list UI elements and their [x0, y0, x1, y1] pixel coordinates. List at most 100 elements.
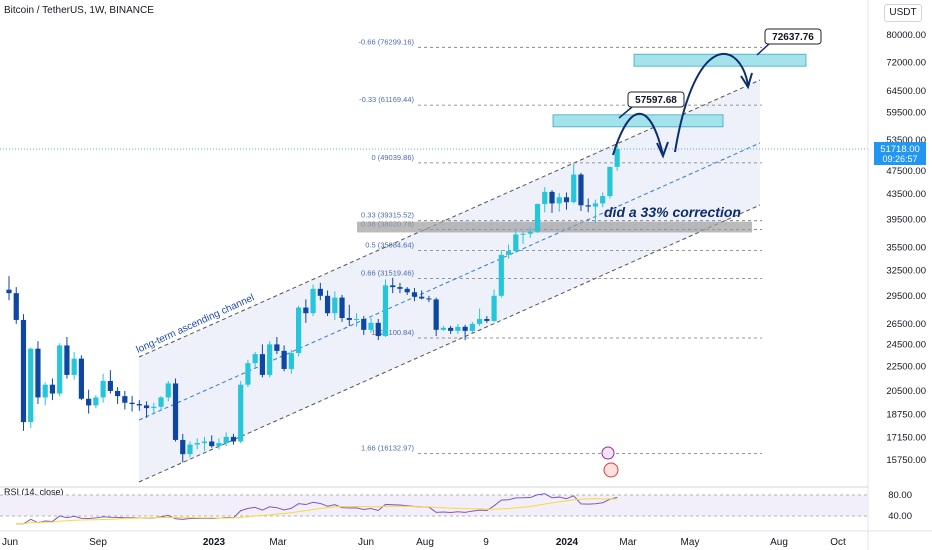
rsi-tick-label: 80.00 — [888, 490, 912, 501]
candle-body — [317, 288, 323, 296]
candle-body — [13, 293, 19, 320]
target-callout-pointer-2 — [756, 43, 770, 56]
candle-body — [230, 436, 237, 442]
x-tick-label: Oct — [830, 537, 846, 548]
y-tick-label: 80000.00 — [886, 30, 926, 41]
candle-body — [223, 436, 229, 444]
candle-body — [201, 441, 208, 444]
y-tick-label: 32500.00 — [886, 265, 926, 276]
candle-body — [585, 205, 591, 207]
x-tick-label: Aug — [770, 537, 788, 548]
candle-body — [498, 254, 504, 296]
candle-body — [180, 439, 186, 455]
last-price-countdown: 09:26:57 — [882, 154, 917, 164]
event-marker-currency-icon — [603, 462, 619, 478]
candle-body — [556, 197, 562, 204]
candle-body — [592, 203, 599, 207]
fib-level-1-label: 1 (25100.84) — [371, 328, 414, 337]
candle-body — [534, 204, 541, 232]
candle-body — [172, 383, 179, 440]
candle-body — [563, 197, 570, 203]
target-callout-box-2 — [764, 28, 822, 45]
rsi-band — [0, 495, 868, 516]
candle-body — [491, 295, 497, 321]
candle-body — [411, 292, 418, 297]
chart-title: Bitcoin / TetherUS, 1W, BINANCE — [4, 5, 154, 16]
fib-level-033-label: 0.33 (39315.52) — [361, 211, 414, 220]
fib-level-066-label: 0.66 (31519.46) — [361, 268, 414, 277]
candle-body — [100, 380, 106, 398]
fib-level-neg066-label: -0.66 (76299.16) — [359, 37, 415, 46]
x-tick-label: Sep — [89, 537, 107, 548]
candle-body — [209, 441, 215, 447]
candle-body — [382, 285, 389, 336]
candle-body — [158, 397, 164, 407]
candle-body — [187, 444, 193, 455]
candle-body — [296, 307, 302, 354]
candle-body — [122, 396, 128, 403]
candle-body — [505, 251, 512, 255]
candle-body — [571, 174, 577, 203]
candle-body — [353, 318, 360, 320]
rsi-ma-line — [16, 498, 618, 525]
candle-body — [513, 234, 519, 252]
candle-body — [107, 380, 113, 391]
candle-body — [397, 287, 403, 289]
x-tick-label: Jun — [358, 537, 374, 548]
candle-body — [390, 285, 396, 288]
y-tick-label: 15750.00 — [886, 455, 926, 466]
projection-arrowhead-2 — [740, 72, 753, 90]
candle-body — [274, 344, 280, 351]
projection-arc-1 — [612, 112, 664, 156]
candle-body — [216, 443, 222, 447]
y-tick-label: 64500.00 — [886, 86, 926, 97]
candle-body — [42, 384, 48, 398]
candle-body — [86, 398, 92, 406]
candles — [6, 145, 620, 463]
candle-body — [245, 363, 251, 385]
target-zone-1 — [552, 114, 724, 128]
candle-body — [346, 317, 352, 320]
x-tick-label: Jun — [2, 537, 18, 548]
candle-body — [600, 196, 606, 204]
y-tick-label: 29500.00 — [886, 291, 926, 302]
candle-body — [259, 354, 265, 375]
candle-body — [484, 318, 490, 321]
fib-level-166-label: 1.66 (16132.97) — [361, 444, 414, 453]
candle-body — [288, 353, 294, 369]
candle-body — [267, 344, 273, 375]
correction-annotation: did a 33% correction — [604, 204, 741, 220]
candle-body — [93, 397, 99, 406]
candle-body — [549, 191, 555, 204]
correction-zone-box — [357, 221, 752, 233]
y-tick-label: 24500.00 — [886, 339, 926, 350]
last-price-tag — [874, 141, 926, 165]
currency-badge[interactable]: USDT — [884, 4, 922, 22]
x-tick-label: Mar — [269, 537, 287, 548]
candle-body — [324, 295, 331, 314]
candle-body — [527, 231, 533, 234]
candle-body — [477, 318, 483, 324]
last-price-value: 51718.00 — [880, 144, 920, 155]
candle-body — [614, 148, 620, 167]
candle-body — [143, 405, 150, 409]
event-marker-flash-icon — [601, 446, 615, 460]
candle-body — [607, 166, 613, 197]
candle-body — [332, 297, 338, 314]
x-tick-label: 2023 — [203, 537, 226, 548]
channel-fill — [139, 80, 760, 482]
y-tick-label: 18750.00 — [886, 409, 926, 420]
rsi-tick-label: 40.00 — [888, 511, 912, 522]
x-tick-label: 9 — [483, 537, 489, 548]
candle-body — [448, 327, 454, 331]
candle-body — [520, 233, 526, 235]
candle-body — [419, 296, 425, 299]
candle-body — [115, 390, 121, 397]
candle-body — [129, 402, 135, 405]
fib-level-0-label: 0 (49039.86) — [371, 153, 414, 162]
projection-arrowhead-1 — [656, 141, 669, 159]
candle-body — [165, 383, 171, 398]
candle-body — [71, 358, 77, 375]
